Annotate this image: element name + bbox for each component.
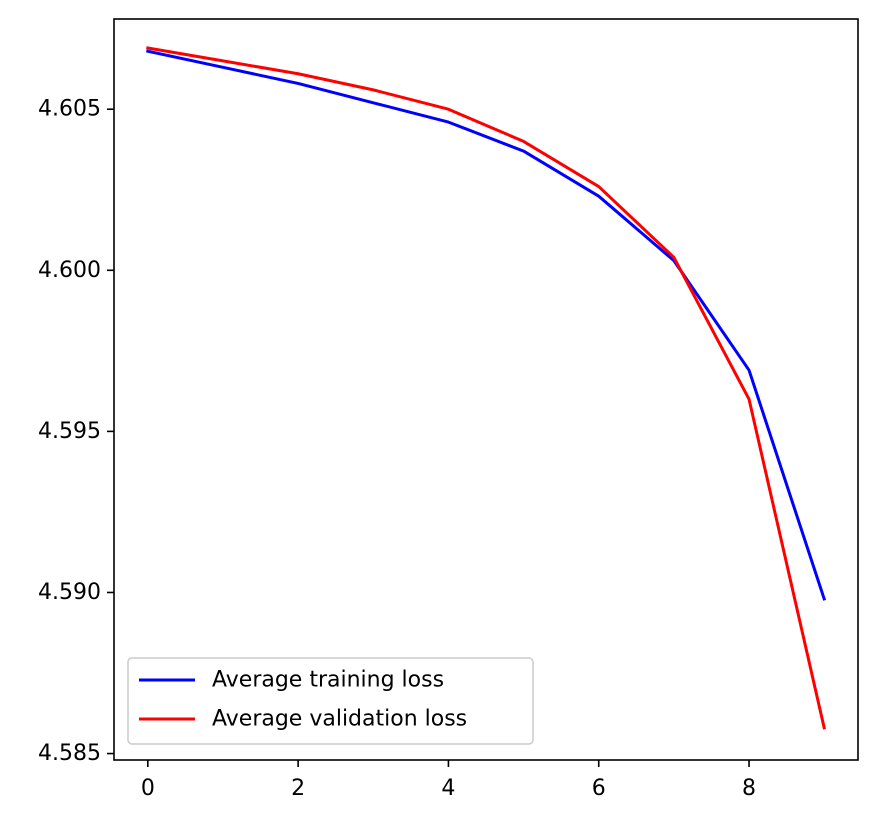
x-tick-label-0: 0	[141, 776, 155, 801]
axes: 0 2 4 6 8 4.585 4.590 4.595 4.600 4.605	[38, 18, 859, 801]
y-tick-label-3: 4.600	[38, 258, 101, 283]
legend: Average training loss Average validation …	[127, 657, 534, 745]
x-tick-label-2: 4	[441, 776, 455, 801]
series-line-1	[146, 46, 826, 730]
legend-box	[127, 657, 534, 745]
legend-label-1: Average validation loss	[212, 707, 467, 732]
series-lines	[146, 46, 827, 730]
x-tick-label-3: 6	[592, 776, 606, 801]
axes-frame	[113, 18, 859, 761]
x-tick-label-1: 2	[291, 776, 305, 801]
y-tick-label-1: 4.590	[38, 580, 101, 605]
y-tick-label-2: 4.595	[38, 419, 101, 444]
y-tick-label-0: 4.585	[38, 741, 101, 766]
x-tick-label-4: 8	[742, 776, 756, 801]
plot-background	[114, 19, 858, 760]
y-tick-label-4: 4.605	[38, 97, 101, 122]
series-line-0	[146, 49, 827, 601]
legend-label-0: Average training loss	[212, 668, 444, 693]
plot-area	[114, 19, 858, 760]
